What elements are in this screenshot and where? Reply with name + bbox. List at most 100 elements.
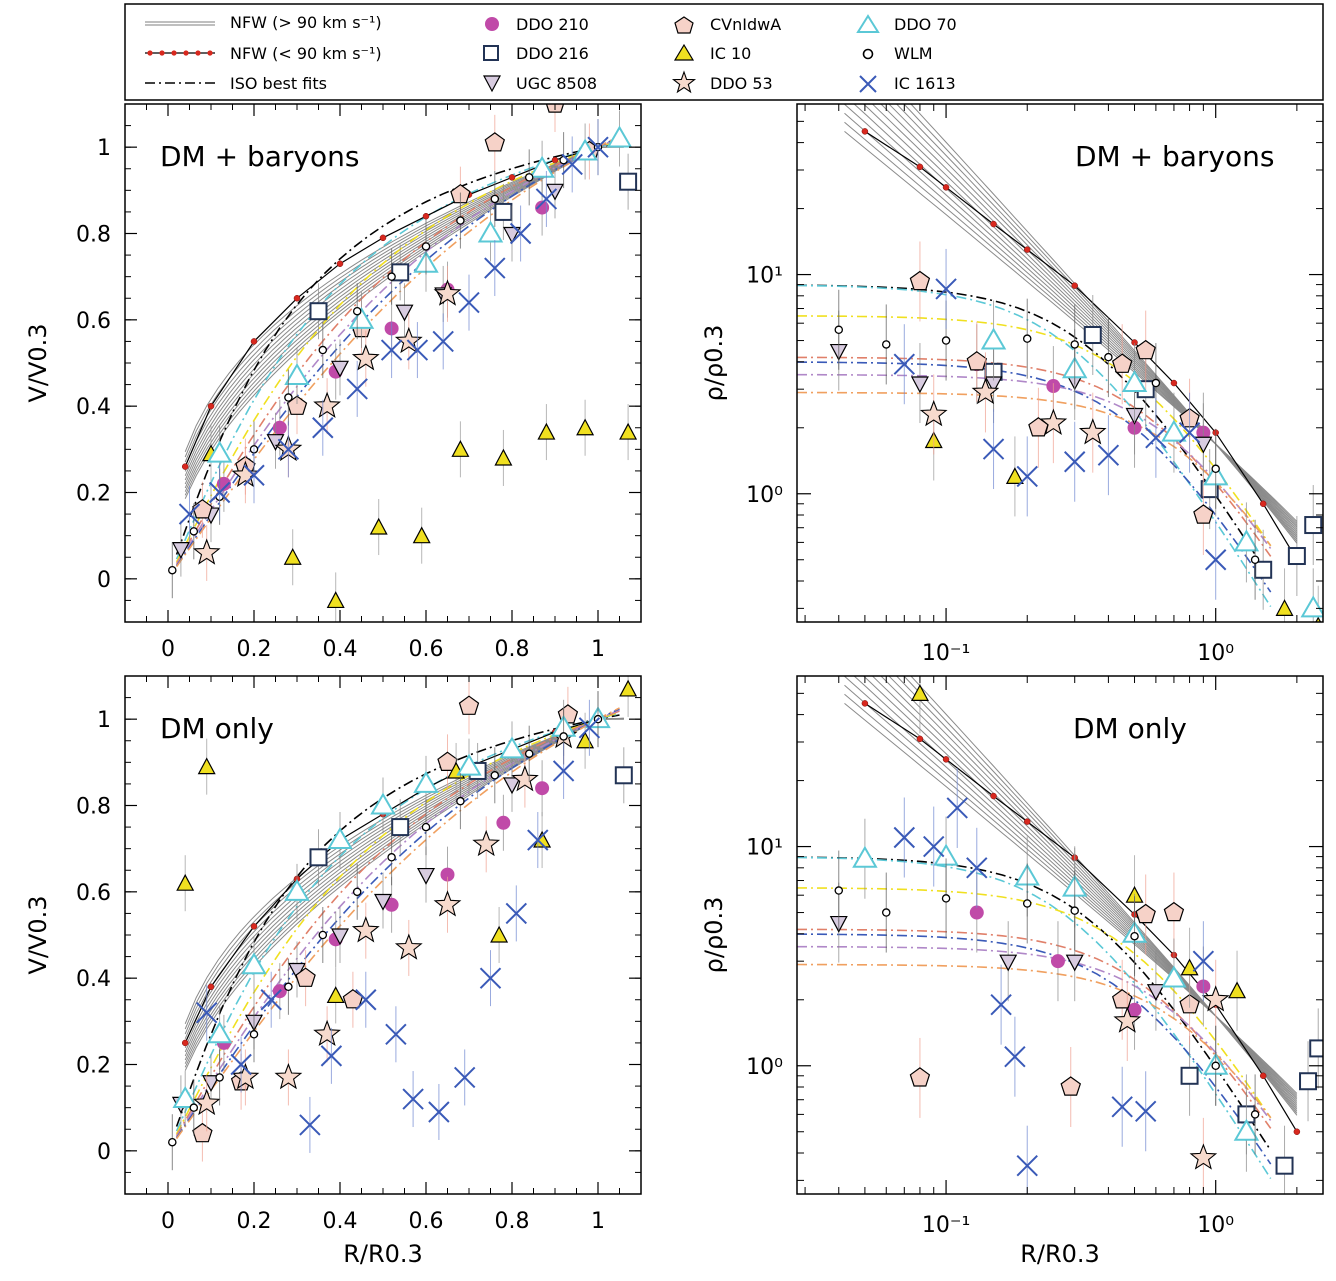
point-wlm: [881, 908, 891, 917]
legend-swatch-nfw-gray: [145, 21, 215, 26]
series-wlm: [834, 289, 1260, 600]
iso-fit-curve: [797, 933, 1272, 1165]
iso-fit-curve: [175, 709, 620, 1138]
point-ddo-216: [309, 302, 328, 321]
point-wlm: [1104, 352, 1113, 362]
point-ic-1613: [1064, 451, 1086, 473]
series-wlm: [168, 119, 603, 599]
y-tick-label: 0.6: [76, 309, 111, 334]
legend-swatch-nfw-red: [145, 50, 215, 56]
point-ic-10: [283, 547, 302, 565]
legend-marker-ugc8508: [483, 75, 501, 93]
x-tick-label: 0.8: [495, 637, 530, 662]
iso-fit-curve: [797, 963, 1272, 1119]
point-ic-1613: [1097, 444, 1120, 466]
point-ddo-216: [1299, 1072, 1318, 1091]
point-nfw-90-km-s: [1071, 282, 1078, 289]
point-ddo-216: [494, 202, 513, 221]
point-cvnidwa: [295, 967, 316, 987]
axis-ticks: 10⁻¹ 10⁰ 10⁰ 10¹: [746, 676, 1323, 1238]
point-ic-1613: [355, 989, 377, 1011]
point-cvnidwa: [1163, 901, 1185, 922]
y-tick-label: 0.2: [76, 1054, 111, 1079]
point-ddo-70: [529, 155, 555, 178]
x-tick-label: 0.6: [409, 1209, 444, 1234]
iso-fit-curve: [797, 856, 1272, 1151]
point-ugc-8508: [503, 226, 521, 244]
point-ic-1613: [966, 857, 988, 879]
panel-bottom-left: 0 0.2 0.4 0.6 0.8 1 0 0.2 0.4 0.6 0.8 1: [76, 675, 642, 1234]
point-ddo-53: [433, 279, 462, 306]
x-tick-label: 10⁻¹: [922, 1213, 970, 1238]
y-tick-label: 1: [97, 708, 111, 733]
point-nfw-90-km-s: [990, 792, 997, 800]
series-ic-1613: [195, 699, 601, 1153]
nfw-gray-curve: [888, 676, 1298, 1110]
iso-fit-curve: [797, 887, 1272, 1119]
series-wlm: [168, 691, 603, 1171]
point-wlm: [490, 771, 500, 780]
nfw-red-curve: [864, 130, 1298, 561]
iso-fit-curve: [797, 856, 1272, 1180]
point-ddo-216: [1180, 1066, 1199, 1085]
point-ddo-70: [284, 878, 310, 901]
plot-area: [797, 676, 1323, 1194]
point-nfw-90-km-s: [990, 220, 997, 228]
legend-marker-ddo53: [671, 70, 697, 94]
point-ugc-8508: [395, 304, 414, 322]
point-ic-1613: [535, 188, 558, 210]
series-ddo-216: [984, 295, 1323, 610]
point-wlm: [456, 796, 465, 806]
y-tick-label: 0: [97, 1140, 111, 1165]
legend-marker-wlm: [862, 48, 874, 60]
point-ddo-53: [1201, 985, 1230, 1012]
panel-annotation-bottom-left: DM only: [160, 712, 274, 745]
y-tick-label: 0: [97, 568, 111, 593]
point-ugc-8508: [546, 183, 564, 201]
point-nfw-90-km-s: [916, 735, 924, 743]
point-nfw-90-km-s: [250, 338, 258, 345]
point-ddo-210: [535, 781, 550, 796]
point-wlm: [1070, 906, 1079, 915]
point-wlm: [834, 886, 844, 895]
point-ic-1613: [453, 1066, 476, 1089]
point-ic-1613: [587, 136, 609, 158]
legend-marker-ic10: [673, 43, 695, 61]
series-nfw-90-km-s: [861, 700, 1301, 1135]
point-ic-1613: [312, 417, 334, 439]
panel-annotation-top-right: DM + baryons: [1075, 140, 1274, 173]
point-ddo-210: [1127, 1002, 1142, 1017]
point-ddo-70: [1233, 529, 1260, 552]
point-wlm: [1250, 555, 1260, 564]
point-ddo-70: [206, 1021, 233, 1044]
point-ic-10: [326, 986, 345, 1004]
point-wlm: [168, 1137, 177, 1147]
point-ic-1613: [230, 1053, 252, 1076]
x-tick-label: 10⁰: [1197, 1213, 1234, 1238]
iso-fit-curve: [175, 139, 620, 563]
point-ic-1613: [208, 481, 231, 504]
point-wlm: [1211, 1061, 1220, 1071]
point-ddo-210: [496, 815, 511, 830]
legend-frame: [124, 3, 1324, 101]
x-tick-label: 10⁰: [1197, 641, 1234, 666]
point-cvnidwa: [286, 395, 308, 415]
panel-top-left: 0 0.2 0.4 0.6 0.8 1 0 0.2 0.4 0.6 0.8 1: [76, 103, 642, 662]
y-tick-label: 10¹: [746, 836, 783, 861]
point-nfw-90-km-s: [1259, 500, 1267, 508]
point-wlm: [284, 982, 293, 992]
point-nfw-90-km-s: [207, 983, 215, 991]
nfw-gray-curve: [844, 112, 1298, 526]
nfw-gray-curve: [184, 146, 624, 481]
panel-frame: [796, 675, 1324, 1195]
point-nfw-90-km-s: [551, 156, 559, 164]
series-ic-10: [910, 676, 1247, 1031]
point-wlm: [559, 732, 568, 741]
point-nfw-90-km-s: [861, 128, 869, 135]
nfw-gray-curve: [862, 676, 1298, 1104]
point-nfw-90-km-s: [942, 184, 950, 191]
point-ugc-8508: [417, 867, 435, 885]
point-wlm: [189, 1103, 199, 1112]
point-ddo-70: [499, 736, 525, 759]
y-tick-label: 0.4: [76, 395, 111, 420]
